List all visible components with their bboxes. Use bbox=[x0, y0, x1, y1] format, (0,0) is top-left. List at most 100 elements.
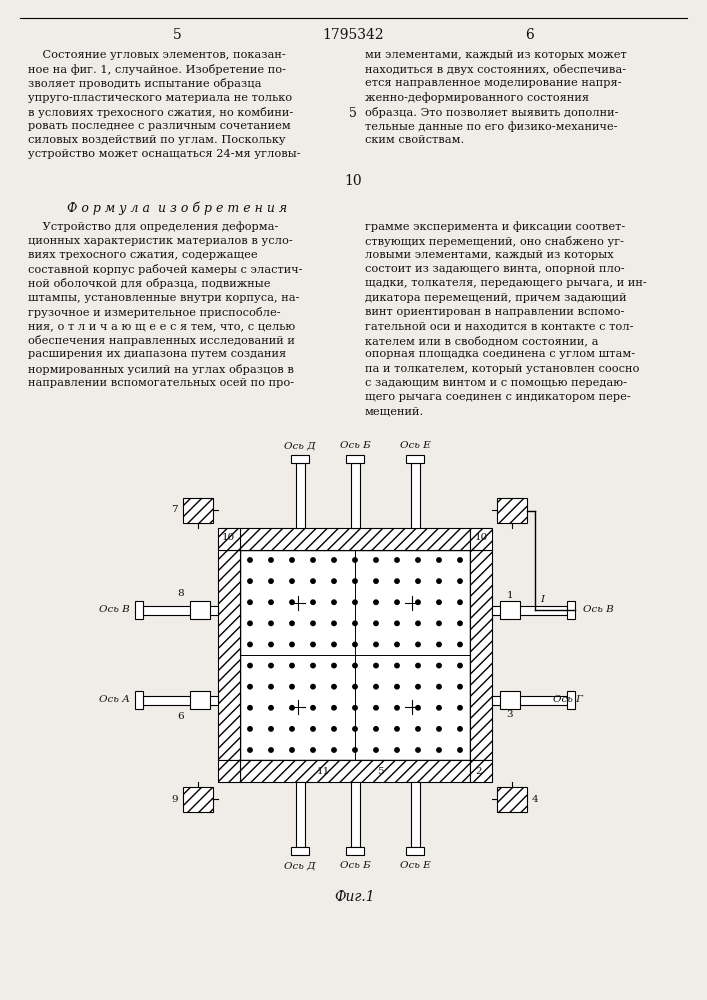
Circle shape bbox=[290, 621, 294, 626]
Circle shape bbox=[437, 558, 441, 562]
Circle shape bbox=[353, 621, 357, 626]
Text: Ось Б: Ось Б bbox=[339, 861, 370, 870]
Circle shape bbox=[395, 684, 399, 689]
Circle shape bbox=[290, 727, 294, 731]
Circle shape bbox=[353, 727, 357, 731]
Circle shape bbox=[269, 579, 273, 583]
Text: ное на фиг. 1, случайное. Изобретение по-: ное на фиг. 1, случайное. Изобретение по… bbox=[28, 64, 286, 75]
Text: 8: 8 bbox=[177, 589, 185, 598]
Circle shape bbox=[269, 663, 273, 668]
Circle shape bbox=[416, 748, 420, 752]
Circle shape bbox=[416, 706, 420, 710]
Text: Ось В: Ось В bbox=[99, 605, 130, 614]
Text: винт ориентирован в направлении вспомо-: винт ориентирован в направлении вспомо- bbox=[365, 307, 624, 317]
Text: Ось Д: Ось Д bbox=[284, 441, 316, 450]
Circle shape bbox=[247, 642, 252, 647]
Circle shape bbox=[374, 621, 378, 626]
Text: Ось Г: Ось Г bbox=[553, 696, 583, 704]
Circle shape bbox=[395, 748, 399, 752]
Circle shape bbox=[311, 579, 315, 583]
Bar bbox=[470, 528, 492, 550]
Text: ствующих перемещений, оно снабжено уг-: ствующих перемещений, оно снабжено уг- bbox=[365, 236, 624, 247]
Circle shape bbox=[437, 706, 441, 710]
Circle shape bbox=[332, 621, 337, 626]
Circle shape bbox=[269, 706, 273, 710]
Circle shape bbox=[458, 600, 462, 604]
Circle shape bbox=[269, 600, 273, 604]
Text: 11: 11 bbox=[317, 766, 330, 776]
Text: щадки, толкателя, передающего рычага, и ин-: щадки, толкателя, передающего рычага, и … bbox=[365, 278, 647, 288]
Text: состоит из задающего винта, опорной пло-: состоит из задающего винта, опорной пло- bbox=[365, 264, 624, 274]
Text: 10: 10 bbox=[222, 532, 235, 542]
Circle shape bbox=[395, 706, 399, 710]
Circle shape bbox=[437, 727, 441, 731]
Bar bbox=[346, 847, 364, 855]
Circle shape bbox=[332, 727, 337, 731]
Bar bbox=[240, 550, 470, 760]
Text: 5: 5 bbox=[349, 107, 357, 120]
Text: в условиях трехосного сжатия, но комбини-: в условиях трехосного сжатия, но комбини… bbox=[28, 107, 293, 118]
Text: 1: 1 bbox=[507, 591, 513, 600]
Circle shape bbox=[353, 558, 357, 562]
Circle shape bbox=[416, 684, 420, 689]
Text: ционных характеристик материалов в усло-: ционных характеристик материалов в усло- bbox=[28, 236, 293, 246]
Circle shape bbox=[290, 684, 294, 689]
Circle shape bbox=[332, 684, 337, 689]
Circle shape bbox=[416, 727, 420, 731]
Bar bbox=[351, 463, 360, 528]
Circle shape bbox=[353, 706, 357, 710]
Text: зволяет проводить испытание образца: зволяет проводить испытание образца bbox=[28, 78, 262, 89]
Text: щего рычага соединен с индикатором пере-: щего рычага соединен с индикатором пере- bbox=[365, 392, 631, 402]
Circle shape bbox=[395, 642, 399, 647]
Text: образца. Это позволяет выявить дополни-: образца. Это позволяет выявить дополни- bbox=[365, 107, 619, 118]
Bar bbox=[240, 528, 470, 550]
Circle shape bbox=[458, 642, 462, 647]
Circle shape bbox=[247, 579, 252, 583]
Bar bbox=[190, 691, 210, 709]
Circle shape bbox=[332, 579, 337, 583]
Circle shape bbox=[311, 748, 315, 752]
Circle shape bbox=[332, 748, 337, 752]
Circle shape bbox=[416, 642, 420, 647]
Circle shape bbox=[374, 684, 378, 689]
Bar bbox=[135, 691, 143, 709]
Circle shape bbox=[269, 558, 273, 562]
Text: Устройство для определения деформа-: Устройство для определения деформа- bbox=[28, 222, 279, 232]
Text: кателем или в свободном состоянии, а: кателем или в свободном состоянии, а bbox=[365, 335, 599, 346]
Bar bbox=[567, 601, 575, 619]
Text: упруго-пластического материала не только: упруго-пластического материала не только bbox=[28, 93, 292, 103]
Circle shape bbox=[311, 706, 315, 710]
Circle shape bbox=[416, 558, 420, 562]
Circle shape bbox=[458, 621, 462, 626]
Text: грамме эксперимента и фиксации соответ-: грамме эксперимента и фиксации соответ- bbox=[365, 222, 625, 232]
Circle shape bbox=[458, 706, 462, 710]
Circle shape bbox=[311, 727, 315, 731]
Text: Состояние угловых элементов, показан-: Состояние угловых элементов, показан- bbox=[28, 50, 286, 60]
Circle shape bbox=[290, 558, 294, 562]
Text: 6: 6 bbox=[177, 712, 185, 721]
Bar bbox=[406, 455, 424, 463]
Text: па и толкателем, который установлен соосно: па и толкателем, который установлен соос… bbox=[365, 364, 639, 374]
Text: ния, о т л и ч а ю щ е е с я тем, что, с целью: ния, о т л и ч а ю щ е е с я тем, что, с… bbox=[28, 321, 296, 331]
Text: 5: 5 bbox=[377, 766, 383, 776]
Text: 5: 5 bbox=[173, 28, 182, 42]
Circle shape bbox=[290, 663, 294, 668]
Text: гательной оси и находится в контакте с тол-: гательной оси и находится в контакте с т… bbox=[365, 321, 633, 331]
Circle shape bbox=[311, 558, 315, 562]
Circle shape bbox=[247, 558, 252, 562]
Circle shape bbox=[437, 663, 441, 668]
Circle shape bbox=[458, 663, 462, 668]
Circle shape bbox=[332, 558, 337, 562]
Bar bbox=[406, 847, 424, 855]
Circle shape bbox=[269, 684, 273, 689]
Circle shape bbox=[247, 621, 252, 626]
Text: 3: 3 bbox=[507, 710, 513, 719]
Bar bbox=[183, 787, 213, 812]
Bar bbox=[351, 782, 360, 847]
Bar bbox=[411, 463, 420, 528]
Circle shape bbox=[311, 642, 315, 647]
Text: Ось А: Ось А bbox=[99, 696, 130, 704]
Text: мещений.: мещений. bbox=[365, 406, 424, 416]
Circle shape bbox=[353, 684, 357, 689]
Circle shape bbox=[290, 579, 294, 583]
